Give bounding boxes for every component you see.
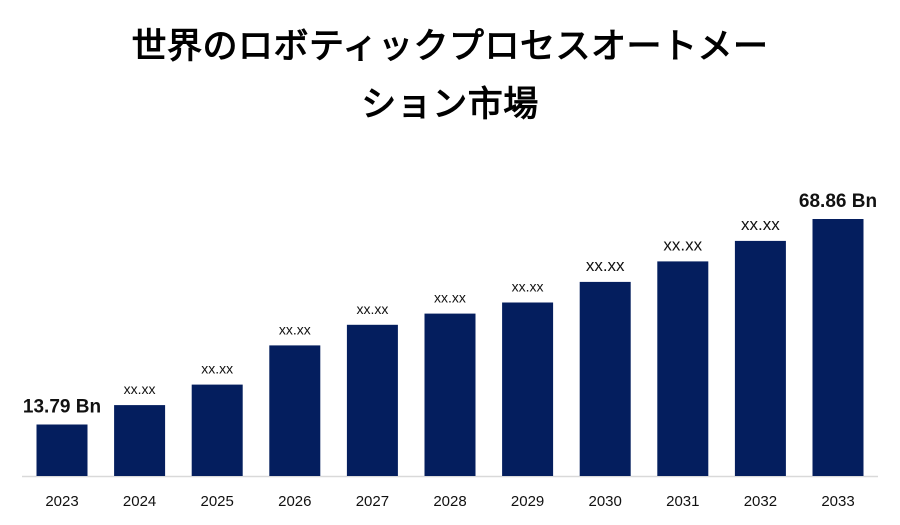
x-tick-2023: 2023	[45, 493, 78, 510]
data-label-2023: 13.79 Bn	[23, 397, 101, 418]
bar-2031	[657, 261, 709, 476]
data-labels-group: 13.79 Bn xx.xx xx.xx xx.xx xx.xx xx.xx xx.xx xx…	[23, 191, 877, 418]
data-label-2029: xx.xx	[512, 279, 544, 295]
bar-2029	[502, 302, 554, 476]
x-tick-2029: 2029	[511, 493, 544, 510]
bar-2023	[36, 424, 88, 476]
x-tick-2027: 2027	[356, 493, 389, 510]
bar-2025	[191, 384, 243, 476]
data-label-2026: xx.xx	[279, 321, 311, 337]
bar-2032	[734, 240, 786, 476]
chart-title-line-1: 世界のロボティックプロセスオートメー	[131, 27, 769, 67]
x-tick-2028: 2028	[433, 493, 466, 510]
bar-2024	[114, 405, 166, 476]
x-tick-labels-group: 2023 2024 2025 2026 2027 2028 2029 2030 2031 2032…	[45, 493, 854, 510]
bar-2033	[812, 219, 864, 476]
bar-2026	[269, 345, 321, 476]
data-label-2032: xx.xx	[741, 215, 780, 234]
chart-title-line-2: ション市場	[361, 85, 539, 125]
x-tick-2030: 2030	[589, 493, 622, 510]
bar-2027	[346, 324, 398, 476]
x-tick-2024: 2024	[123, 493, 156, 510]
data-label-2024: xx.xx	[124, 381, 156, 397]
bar-2030	[579, 281, 631, 476]
bar-2028	[424, 313, 476, 476]
data-label-2030: xx.xx	[586, 256, 625, 275]
x-tick-2031: 2031	[666, 493, 699, 510]
data-label-2031: xx.xx	[663, 235, 702, 254]
x-tick-2032: 2032	[744, 493, 777, 510]
data-label-2033: 68.86 Bn	[799, 191, 877, 212]
x-tick-2026: 2026	[278, 493, 311, 510]
x-tick-2025: 2025	[201, 493, 234, 510]
chart-title: 世界のロボティックプロセスオートメー ション市場	[0, 18, 900, 134]
x-tick-2033: 2033	[821, 493, 854, 510]
data-label-2027: xx.xx	[356, 301, 388, 317]
data-label-2028: xx.xx	[434, 290, 466, 306]
data-label-2025: xx.xx	[201, 361, 233, 377]
bars-group	[36, 219, 864, 476]
